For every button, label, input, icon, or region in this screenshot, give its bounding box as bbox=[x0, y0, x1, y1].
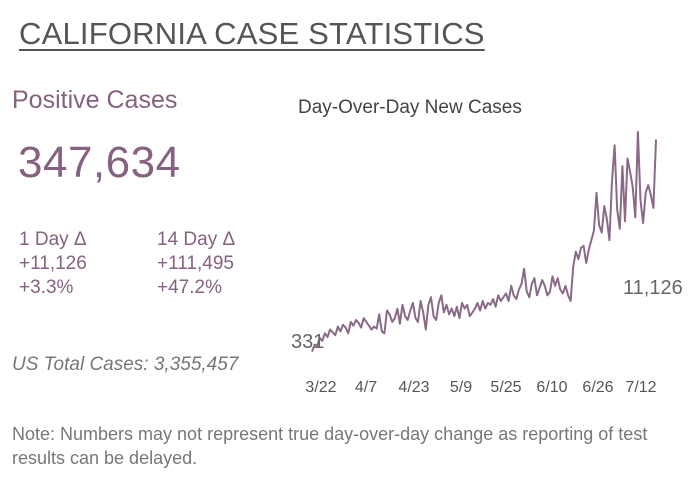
fourteen-day-delta-label: 14 Day Δ bbox=[157, 229, 236, 250]
series-line bbox=[311, 130, 657, 353]
x-tick-label: 6/10 bbox=[536, 379, 567, 396]
x-tick-label: 7/12 bbox=[625, 379, 656, 396]
one-day-delta-count: +11,126 bbox=[19, 253, 87, 274]
one-day-delta: 1 Day Δ +11,126 +3.3% bbox=[19, 228, 87, 300]
x-tick-label: 5/25 bbox=[490, 379, 521, 396]
one-day-delta-pct: +3.3% bbox=[19, 277, 74, 298]
positive-cases-label: Positive Cases bbox=[12, 86, 178, 114]
start-value-label: 331 bbox=[291, 331, 324, 353]
us-total-cases: US Total Cases: 3,355,457 bbox=[12, 354, 239, 375]
data-note: Note: Numbers may not represent true day… bbox=[12, 424, 648, 468]
x-tick-label: 5/9 bbox=[450, 379, 472, 396]
positive-cases-value: 347,634 bbox=[18, 138, 181, 187]
page-title: CALIFORNIA CASE STATISTICS bbox=[19, 16, 485, 51]
fourteen-day-delta: 14 Day Δ +111,495 +47.2% bbox=[157, 228, 235, 300]
one-day-delta-label: 1 Day Δ bbox=[19, 229, 87, 250]
chart-title: Day-Over-Day New Cases bbox=[298, 97, 522, 118]
end-value-label: 11,126 bbox=[623, 277, 683, 299]
x-tick-label: 4/7 bbox=[355, 379, 377, 396]
x-tick-label: 6/26 bbox=[582, 379, 613, 396]
x-axis-ticks: 3/22 4/7 4/23 5/9 5/25 6/10 6/26 7/12 bbox=[305, 379, 656, 396]
x-tick-label: 3/22 bbox=[305, 379, 336, 396]
x-tick-label: 4/23 bbox=[398, 379, 429, 396]
fourteen-day-delta-pct: +47.2% bbox=[157, 277, 222, 298]
fourteen-day-delta-count: +111,495 bbox=[157, 253, 234, 274]
